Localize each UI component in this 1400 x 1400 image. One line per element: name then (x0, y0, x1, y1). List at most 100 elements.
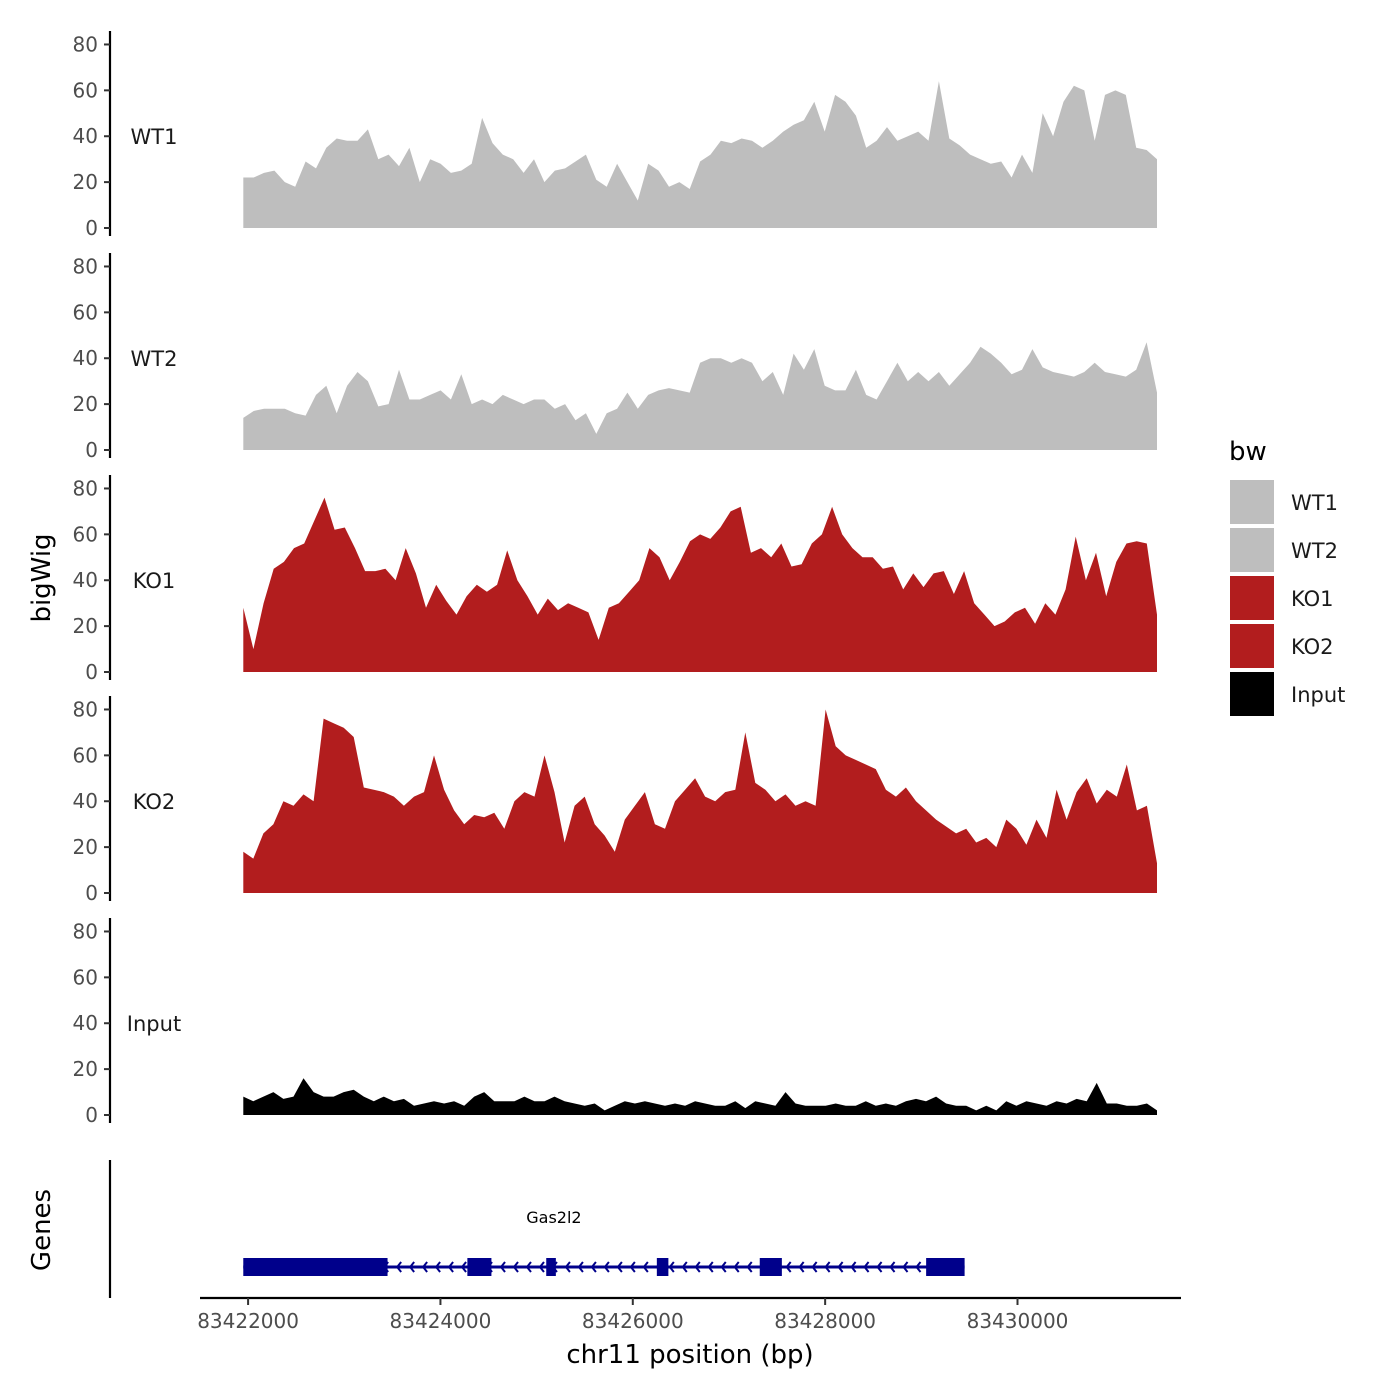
strand-arrow (395, 1261, 402, 1273)
signal-tracks: 0 20 40 60 80 WT1 0 20 40 60 80 WT2 0 20 40 60 80 KO1 0 20 4… (73, 31, 1158, 1127)
track-ko2: 0 20 40 60 80 KO2 (73, 696, 1158, 905)
track-label: KO2 (133, 790, 176, 814)
area-wt1 (243, 81, 1158, 228)
legend-label: WT2 (1291, 539, 1338, 563)
gene-exon (926, 1258, 965, 1276)
strand-arrow (707, 1261, 714, 1273)
x-tick-label: 83428000 (774, 1309, 876, 1333)
strand-arrow (538, 1261, 545, 1273)
strand-arrow (681, 1261, 688, 1273)
legend-entry-ko1: KO1 (1230, 576, 1334, 620)
y-tick-label: 0 (85, 881, 98, 905)
y-tick-label: 60 (73, 522, 98, 546)
gene-exon (243, 1258, 388, 1276)
legend-title: bw (1229, 437, 1267, 467)
legend-entry-ko2: KO2 (1230, 624, 1334, 668)
strand-arrow (616, 1261, 623, 1273)
strand-arrow (733, 1261, 740, 1273)
track-label: Input (127, 1012, 181, 1036)
strand-arrow (629, 1261, 636, 1273)
x-tick-label: 83424000 (390, 1309, 492, 1333)
strand-arrow (811, 1261, 818, 1273)
legend-label: Input (1291, 683, 1345, 707)
y-tick-label: 40 (73, 124, 98, 148)
y-tick-label: 80 (73, 254, 98, 278)
genes-axis-title: Genes (27, 1189, 57, 1271)
strand-arrow (590, 1261, 597, 1273)
strand-arrow (863, 1261, 870, 1273)
strand-arrow (668, 1261, 675, 1273)
gene-gas2l2: Gas2l2 (243, 1208, 965, 1276)
strand-arrow (720, 1261, 727, 1273)
strand-arrow (824, 1261, 831, 1273)
legend-swatch (1230, 528, 1274, 572)
y-tick-label: 40 (73, 1011, 98, 1035)
gene-exon (656, 1258, 669, 1276)
track-label: WT1 (131, 125, 178, 149)
y-tick-label: 60 (73, 743, 98, 767)
gene-exon (467, 1258, 492, 1276)
track-wt1: 0 20 40 60 80 WT1 (73, 31, 1158, 240)
strand-arrow (876, 1261, 883, 1273)
x-tick-label: 83430000 (967, 1309, 1069, 1333)
strand-arrow (642, 1261, 649, 1273)
legend-swatch (1230, 480, 1274, 524)
strand-arrow (564, 1261, 571, 1273)
strand-arrow (785, 1261, 792, 1273)
y-axis-title: bigWig (27, 533, 57, 622)
legend-swatch (1230, 576, 1274, 620)
strand-arrow (512, 1261, 519, 1273)
area-ko2 (243, 709, 1158, 893)
track-label: KO1 (133, 569, 176, 593)
legend-swatch (1230, 624, 1274, 668)
y-tick-label: 80 (73, 919, 98, 943)
track-wt2: 0 20 40 60 80 WT2 (73, 253, 1158, 462)
strand-arrow (434, 1261, 441, 1273)
gene-track: Gas2l2 (108, 1160, 965, 1298)
strand-arrow (746, 1261, 753, 1273)
strand-arrow (603, 1261, 610, 1273)
strand-arrow (408, 1261, 415, 1273)
y-tick-label: 0 (85, 438, 98, 462)
legend-entry-input: Input (1230, 672, 1345, 716)
area-input (243, 1078, 1158, 1115)
strand-arrow (499, 1261, 506, 1273)
legend-swatch (1230, 672, 1274, 716)
y-tick-label: 60 (73, 965, 98, 989)
strand-arrow (577, 1261, 584, 1273)
y-tick-label: 80 (73, 32, 98, 56)
legend: bw WT1 WT2 KO1 KO2 Input (1229, 437, 1345, 716)
gene-exon (759, 1258, 782, 1276)
strand-arrow (525, 1261, 532, 1273)
y-tick-label: 0 (85, 216, 98, 240)
x-axis: 83422000 83424000 83426000 83428000 83430000 (197, 1296, 1181, 1333)
y-tick-label: 60 (73, 300, 98, 324)
y-tick-label: 20 (73, 835, 98, 859)
y-tick-label: 0 (85, 1103, 98, 1127)
strand-arrow (889, 1261, 896, 1273)
gene-exon (546, 1258, 556, 1276)
area-wt2 (243, 342, 1158, 450)
y-tick-label: 40 (73, 568, 98, 592)
y-tick-label: 0 (85, 660, 98, 684)
y-tick-label: 20 (73, 1057, 98, 1081)
y-tick-label: 60 (73, 78, 98, 102)
strand-arrow (460, 1261, 467, 1273)
strand-arrow (902, 1261, 909, 1273)
track-label: WT2 (131, 347, 178, 371)
strand-arrow (694, 1261, 701, 1273)
x-tick-label: 83422000 (197, 1309, 299, 1333)
x-tick-label: 83426000 (582, 1309, 684, 1333)
legend-label: KO2 (1291, 635, 1334, 659)
strand-arrow (837, 1261, 844, 1273)
track-ko1: 0 20 40 60 80 KO1 (73, 475, 1158, 684)
strand-arrow (447, 1261, 454, 1273)
y-tick-label: 20 (73, 170, 98, 194)
gene-label: Gas2l2 (526, 1208, 581, 1227)
legend-label: KO1 (1291, 587, 1334, 611)
strand-arrow (421, 1261, 428, 1273)
y-tick-label: 40 (73, 346, 98, 370)
y-tick-label: 20 (73, 392, 98, 416)
y-tick-label: 80 (73, 476, 98, 500)
